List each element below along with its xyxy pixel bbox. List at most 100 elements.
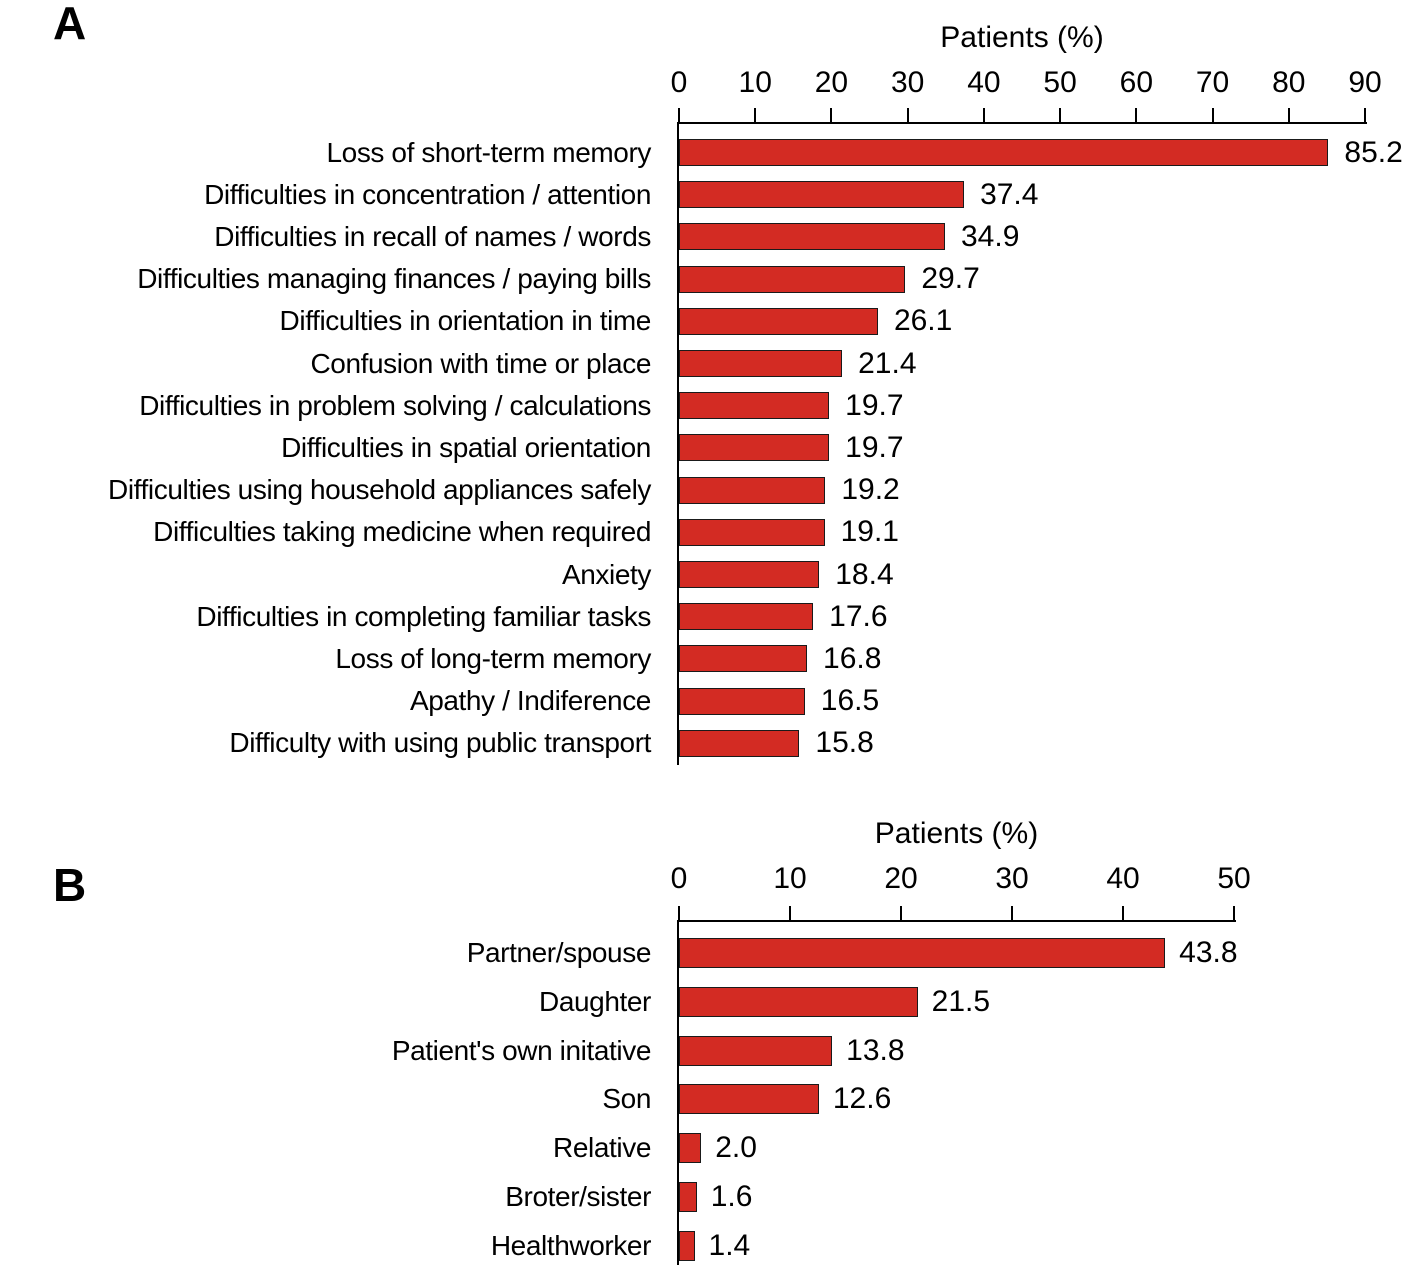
category-label: Daughter (539, 985, 651, 1017)
bar (679, 476, 826, 504)
x-tick-mark (830, 108, 833, 122)
bar (679, 307, 878, 335)
bar (679, 561, 820, 588)
value-label: 43.8 (1179, 936, 1238, 969)
x-tick-mark (1122, 906, 1124, 920)
x-tick-label: 0 (670, 66, 688, 99)
category-label: Confusion with time or place (310, 347, 651, 379)
value-label: 18.4 (835, 557, 894, 591)
value-label: 19.7 (845, 430, 904, 464)
x-tick-mark (678, 906, 680, 920)
bar (679, 1182, 697, 1212)
category-label: Apathy / Indiference (409, 685, 651, 717)
x-tick-mark (678, 108, 680, 122)
x-tick-label: 50 (1217, 862, 1251, 895)
x-tick-label: 50 (1043, 66, 1077, 99)
value-label: 85.2 (1344, 135, 1403, 169)
category-label: Difficulties in concentration / attentio… (204, 178, 651, 210)
value-label: 29.7 (921, 262, 980, 296)
x-tick-mark (1364, 108, 1366, 122)
category-label: Difficulties in recall of names / words (214, 220, 651, 252)
bar (679, 223, 945, 251)
category-label: Difficulties taking medicine when requir… (153, 516, 651, 548)
category-label: Difficulty with using public transport (229, 727, 651, 759)
x-tick-label: 20 (884, 862, 918, 895)
x-tick-mark (1233, 906, 1235, 920)
value-label: 26.1 (893, 304, 953, 338)
x-tick-mark (900, 906, 902, 920)
x-axis-title: Patients (%) (940, 21, 1104, 54)
panel-a-letter: A (53, 0, 87, 49)
bar (679, 181, 965, 209)
value-label: 2.0 (715, 1131, 757, 1165)
value-label: 12.6 (832, 1082, 892, 1116)
panel-b-letter: B (53, 859, 87, 911)
bar (679, 1084, 819, 1115)
x-axis-line (679, 920, 1236, 922)
x-tick-label: 30 (890, 66, 925, 99)
category-label: Broter/sister (505, 1181, 651, 1212)
value-label: 19.2 (841, 473, 900, 507)
x-tick-mark (982, 108, 985, 122)
value-label: 19.7 (845, 388, 904, 422)
bar (679, 1035, 833, 1066)
value-label: 21.5 (931, 984, 991, 1018)
value-label: 16.8 (823, 641, 882, 675)
value-label: 34.9 (961, 219, 1020, 253)
value-label: 21.4 (858, 346, 917, 380)
category-label: Difficulties managing finances / paying … (137, 263, 651, 295)
x-tick-label: 70 (1195, 66, 1230, 99)
value-label: 15.8 (815, 726, 874, 760)
bar (679, 603, 814, 631)
category-label: Son (602, 1083, 651, 1115)
value-label: 1.6 (710, 1180, 753, 1213)
value-label: 13.8 (846, 1033, 905, 1067)
bar (679, 139, 1329, 166)
category-label: Difficulties in problem solving / calcul… (139, 389, 651, 421)
bar (679, 729, 800, 757)
bar (679, 986, 918, 1017)
x-tick-mark (754, 108, 757, 122)
x-tick-mark (1059, 108, 1062, 122)
category-label: Loss of short-term memory (326, 136, 651, 168)
bar (679, 434, 830, 462)
x-tick-mark (789, 906, 791, 920)
x-axis-line (679, 122, 1367, 124)
bar (679, 687, 805, 715)
bar (679, 392, 830, 420)
bar (679, 350, 843, 377)
x-axis-title: Patients (%) (874, 817, 1039, 850)
category-label: Difficulties in orientation in time (279, 305, 652, 337)
category-label: Patient's own initative (391, 1034, 652, 1066)
category-label: Loss of long-term memory (335, 642, 651, 674)
value-label: 17.6 (829, 599, 888, 633)
value-label: 19.1 (840, 515, 899, 549)
x-tick-mark (1211, 108, 1214, 122)
x-tick-label: 20 (814, 66, 849, 99)
x-tick-label: 40 (967, 66, 1001, 99)
bar (679, 645, 808, 673)
bar (679, 938, 1166, 968)
bar (679, 265, 906, 293)
bar (679, 1133, 702, 1164)
category-label: Anxiety (561, 558, 651, 590)
bar (679, 518, 825, 546)
value-label: 16.5 (820, 684, 880, 718)
value-label: 37.4 (980, 177, 1039, 211)
category-label: Difficulties in spatial orientation (281, 431, 651, 463)
x-tick-mark (1135, 108, 1138, 122)
bar (679, 1230, 695, 1261)
x-tick-label: 60 (1119, 66, 1154, 99)
category-label: Difficulties in completing familiar task… (196, 600, 651, 632)
x-tick-label: 90 (1348, 66, 1382, 99)
x-tick-label: 80 (1272, 66, 1306, 99)
x-tick-label: 30 (995, 862, 1029, 895)
category-label: Healthworker (490, 1229, 652, 1261)
x-tick-label: 0 (670, 862, 688, 895)
y-axis-line (677, 920, 679, 1265)
x-tick-mark (1287, 108, 1290, 122)
value-label: 1.4 (708, 1228, 751, 1262)
x-tick-label: 40 (1106, 862, 1140, 895)
